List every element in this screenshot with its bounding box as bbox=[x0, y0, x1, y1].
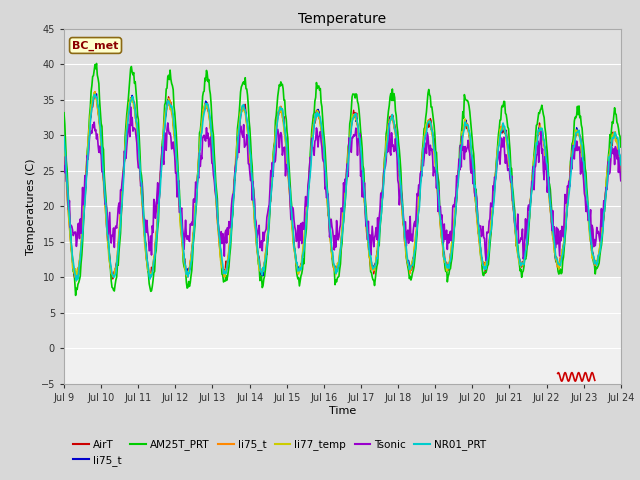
Bar bbox=[64, 29, 621, 277]
Y-axis label: Temperatures (C): Temperatures (C) bbox=[26, 158, 36, 255]
Text: BC_met: BC_met bbox=[72, 40, 119, 50]
Title: Temperature: Temperature bbox=[298, 12, 387, 26]
X-axis label: Time: Time bbox=[329, 406, 356, 416]
Legend: AirT, li75_t, AM25T_PRT, li75_t, li77_temp, Tsonic, NR01_PRT: AirT, li75_t, AM25T_PRT, li75_t, li77_te… bbox=[69, 435, 490, 470]
